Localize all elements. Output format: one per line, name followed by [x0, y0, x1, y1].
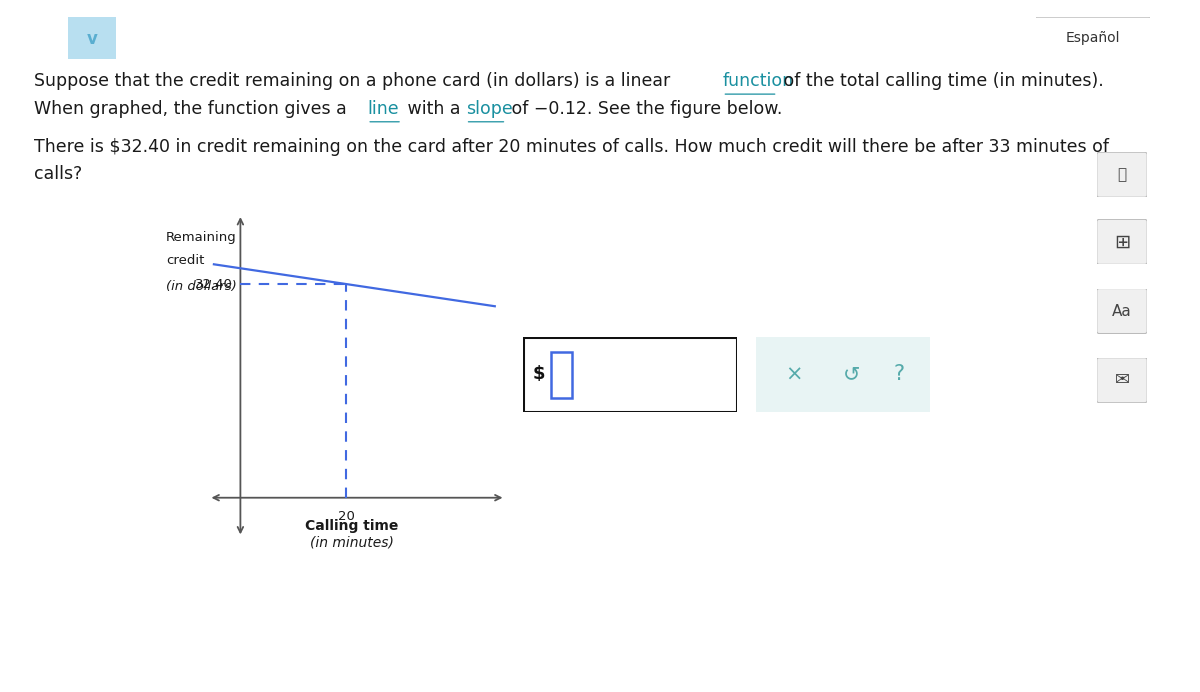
Text: Calling time: Calling time: [305, 519, 398, 533]
Text: ↺: ↺: [842, 365, 860, 384]
Text: slope: slope: [466, 100, 512, 118]
FancyBboxPatch shape: [64, 13, 121, 63]
FancyBboxPatch shape: [551, 352, 572, 399]
Text: line: line: [367, 100, 398, 118]
Text: ?: ?: [893, 365, 905, 384]
Text: Aa: Aa: [1112, 304, 1132, 318]
FancyBboxPatch shape: [1097, 152, 1147, 197]
Text: credit: credit: [166, 254, 204, 266]
Text: of the total calling time (in minutes).: of the total calling time (in minutes).: [778, 72, 1103, 90]
Text: v: v: [86, 30, 98, 48]
Text: (in dollars): (in dollars): [166, 280, 236, 293]
FancyBboxPatch shape: [1097, 358, 1147, 403]
Text: $: $: [533, 365, 546, 383]
Text: calls?: calls?: [34, 165, 82, 183]
Text: of −0.12. See the figure below.: of −0.12. See the figure below.: [506, 100, 782, 118]
Text: There is $32.40 in credit remaining on the card after 20 minutes of calls. How m: There is $32.40 in credit remaining on t…: [34, 138, 1109, 156]
FancyBboxPatch shape: [745, 333, 941, 416]
Text: 20: 20: [338, 509, 355, 522]
Text: ⊞: ⊞: [1114, 233, 1130, 251]
Text: When graphed, the function gives a: When graphed, the function gives a: [34, 100, 352, 118]
Text: with a: with a: [402, 100, 466, 118]
FancyBboxPatch shape: [523, 337, 737, 412]
Text: ✉: ✉: [1115, 371, 1129, 390]
FancyBboxPatch shape: [1028, 17, 1157, 60]
Text: Suppose that the credit remaining on a phone card (in dollars) is a linear: Suppose that the credit remaining on a p…: [34, 72, 676, 90]
FancyBboxPatch shape: [1097, 289, 1147, 334]
Text: function: function: [722, 72, 793, 90]
FancyBboxPatch shape: [1097, 219, 1147, 264]
Text: (in minutes): (in minutes): [310, 536, 394, 550]
Text: 32.40: 32.40: [194, 277, 233, 291]
Text: Español: Español: [1066, 31, 1120, 45]
Text: 👤: 👤: [1117, 167, 1127, 182]
Text: Remaining: Remaining: [166, 230, 236, 244]
Text: ×: ×: [786, 365, 803, 384]
